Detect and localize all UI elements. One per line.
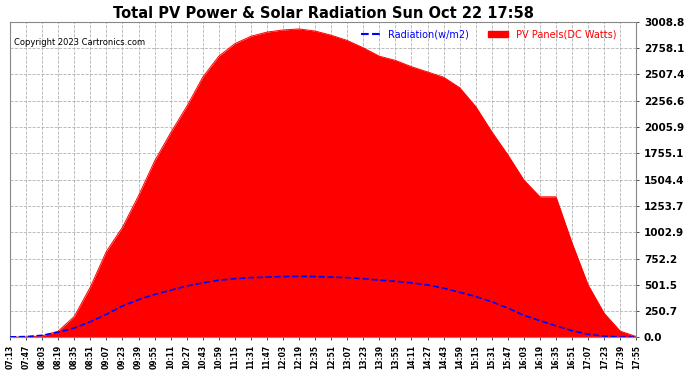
Title: Total PV Power & Solar Radiation Sun Oct 22 17:58: Total PV Power & Solar Radiation Sun Oct… (112, 6, 533, 21)
Legend: Radiation(w/m2), PV Panels(DC Watts): Radiation(w/m2), PV Panels(DC Watts) (358, 27, 619, 42)
Text: Copyright 2023 Cartronics.com: Copyright 2023 Cartronics.com (14, 38, 145, 47)
